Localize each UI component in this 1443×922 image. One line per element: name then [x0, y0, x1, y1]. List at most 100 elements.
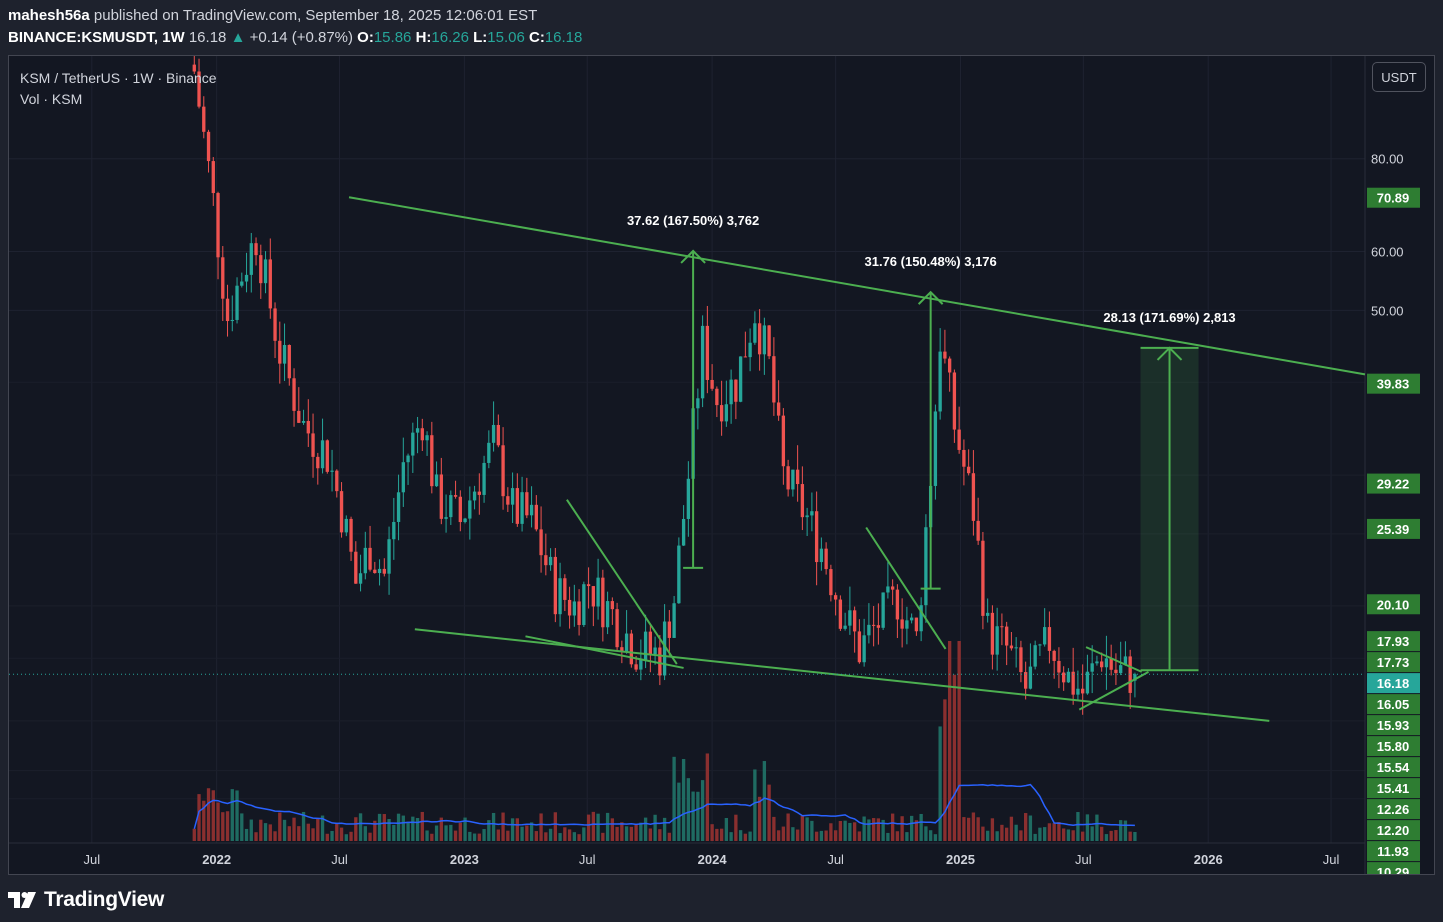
volume-bar: [396, 813, 401, 841]
chart-pane[interactable]: 37.62 (167.50%) 3,762 31.76 (150.48%) 3,1…: [8, 55, 1435, 875]
candle-body: [833, 595, 838, 600]
currency-button[interactable]: USDT: [1372, 62, 1426, 92]
candle-body: [439, 474, 443, 519]
candle-body: [1038, 644, 1042, 646]
candle-body: [681, 518, 686, 546]
volume-bar: [586, 814, 591, 841]
candle-body: [235, 285, 239, 320]
price-badge: [1367, 187, 1420, 208]
trendline: [414, 628, 1270, 722]
volume-bar: [244, 828, 249, 841]
volume-bar: [406, 821, 410, 841]
candle-body: [534, 504, 538, 530]
volume-bar: [862, 816, 866, 841]
volume-bar: [805, 817, 809, 841]
volume-bar: [520, 826, 524, 841]
open-value: 15.86: [373, 29, 412, 46]
volume-bar: [330, 830, 334, 841]
publication-header: mahesh56a published on TradingView.com, …: [0, 0, 1443, 55]
volume-bar: [800, 815, 805, 841]
candle-body: [458, 496, 462, 523]
candle-body: [781, 415, 786, 467]
candle-body: [240, 281, 244, 286]
candle-body: [287, 345, 291, 379]
candle-body: [1052, 650, 1056, 661]
candle-body: [225, 298, 230, 322]
volume-bar: [373, 820, 377, 841]
volume-bar: [1043, 827, 1047, 841]
candle-body: [971, 473, 976, 521]
candle-body: [1081, 688, 1085, 694]
volume-bar: [662, 817, 667, 841]
volume-bar: [567, 829, 572, 841]
candle-body: [377, 568, 382, 574]
volume-bar: [724, 817, 729, 841]
author-name[interactable]: mahesh56a: [8, 7, 90, 24]
volume-bar: [525, 825, 529, 841]
volume-bar: [705, 753, 710, 841]
candle-body: [553, 556, 557, 615]
measure-label: 31.76 (150.48%) 3,176: [865, 254, 997, 269]
candle-body: [610, 601, 615, 610]
price-chart[interactable]: 37.62 (167.50%) 3,762 31.76 (150.48%) 3,1…: [9, 56, 1435, 875]
price-badge: [1367, 715, 1420, 736]
volume-bar: [591, 811, 596, 841]
candle-body: [572, 601, 577, 616]
candle-body: [947, 358, 952, 373]
volume-bar: [639, 822, 643, 841]
volume-bar: [757, 796, 762, 841]
candle-body: [1043, 627, 1047, 645]
y-tick-label: 80.00: [1371, 152, 1404, 167]
candle-body: [278, 340, 282, 364]
candle-body: [382, 568, 386, 574]
close-value: 16.18: [544, 29, 583, 46]
candle-body: [1023, 672, 1028, 689]
volume-bar: [311, 828, 315, 841]
candle-body: [373, 569, 377, 574]
volume-bar: [715, 828, 719, 841]
price-badge-label: 10.29: [1377, 865, 1410, 875]
volume-bar: [510, 818, 515, 841]
x-tick-label: 2022: [202, 852, 231, 867]
volume-bar: [577, 834, 581, 841]
candle-body: [677, 545, 681, 604]
price-badge-label: 12.20: [1377, 823, 1410, 838]
volume-bar: [700, 780, 705, 841]
candle-body: [890, 586, 895, 590]
candle-body: [363, 547, 367, 574]
volume-bar: [316, 818, 320, 841]
volume-bar: [928, 830, 933, 841]
candle-body: [468, 500, 472, 519]
candle-body: [1004, 626, 1009, 646]
volume-bar: [349, 831, 353, 841]
y-tick-label: 50.00: [1371, 303, 1404, 318]
x-tick-label: 2024: [698, 852, 728, 867]
volume-bar: [601, 832, 605, 841]
price-badge: [1367, 778, 1420, 799]
legend-volume[interactable]: Vol · KSM: [20, 91, 83, 107]
close-label: C:: [529, 29, 545, 46]
candle-body: [1000, 626, 1004, 628]
candle-body: [620, 647, 624, 652]
candle-body: [1085, 671, 1090, 694]
volume-bar: [691, 791, 695, 841]
candle-body: [411, 432, 415, 456]
volume-bar: [572, 832, 577, 841]
legend-symbol-title[interactable]: KSM / TetherUS · 1W · Binance: [20, 70, 217, 86]
candle-body: [520, 492, 524, 524]
candle-body: [724, 404, 729, 422]
trendline: [1085, 646, 1143, 673]
candle-body: [800, 484, 805, 518]
candle-body: [1128, 656, 1132, 693]
volume-bar: [1123, 820, 1128, 841]
volume-bar: [900, 816, 904, 841]
volume-bar: [477, 833, 481, 841]
volume-bar: [430, 833, 434, 841]
volume-bar: [206, 788, 211, 841]
volume-bar: [629, 826, 634, 841]
candle-body: [216, 193, 220, 258]
tradingview-logo[interactable]: TradingView: [8, 888, 164, 912]
candle-body: [320, 440, 325, 469]
volume-bar: [339, 827, 344, 841]
volume-bar: [582, 827, 586, 841]
